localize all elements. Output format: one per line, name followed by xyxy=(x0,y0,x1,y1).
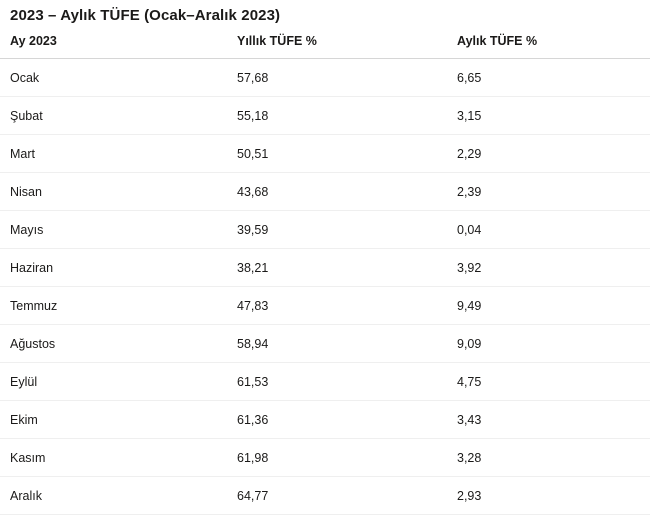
monthly-tufe-cell: 3,92 xyxy=(447,248,650,287)
table-row: Eylül 61,53 4,75 xyxy=(0,362,650,401)
monthly-tufe-cell: 0,04 xyxy=(447,210,650,249)
month-cell: Mayıs xyxy=(0,210,227,249)
yearly-tufe-cell: 39,59 xyxy=(227,210,447,249)
yearly-tufe-cell: 55,18 xyxy=(227,96,447,135)
table-row: Mayıs 39,59 0,04 xyxy=(0,210,650,249)
month-cell: Temmuz xyxy=(0,286,227,325)
table-row: Şubat 55,18 3,15 xyxy=(0,96,650,135)
table-row: Haziran 38,21 3,92 xyxy=(0,248,650,287)
yearly-tufe-cell: 61,36 xyxy=(227,400,447,439)
column-header-monthly-tufe: Aylık TÜFE % xyxy=(447,25,650,59)
monthly-tufe-cell: 6,65 xyxy=(447,58,650,97)
tufe-table: Ay 2023 Yıllık TÜFE % Aylık TÜFE % Ocak … xyxy=(0,25,650,515)
table-row: Ocak 57,68 6,65 xyxy=(0,58,650,97)
table-row: Nisan 43,68 2,39 xyxy=(0,172,650,211)
column-header-month: Ay 2023 xyxy=(0,25,227,59)
monthly-tufe-cell: 3,43 xyxy=(447,400,650,439)
monthly-tufe-cell: 9,09 xyxy=(447,324,650,363)
table-row: Aralık 64,77 2,93 xyxy=(0,476,650,515)
month-cell: Şubat xyxy=(0,96,227,135)
column-header-yearly-tufe: Yıllık TÜFE % xyxy=(227,25,447,59)
yearly-tufe-cell: 61,98 xyxy=(227,438,447,477)
month-cell: Ağustos xyxy=(0,324,227,363)
month-cell: Nisan xyxy=(0,172,227,211)
tufe-report-page: 2023 – Aylık TÜFE (Ocak–Aralık 2023) Ay … xyxy=(0,7,650,515)
monthly-tufe-cell: 3,28 xyxy=(447,438,650,477)
table-header-row: Ay 2023 Yıllık TÜFE % Aylık TÜFE % xyxy=(0,25,650,59)
month-cell: Mart xyxy=(0,134,227,173)
monthly-tufe-cell: 2,29 xyxy=(447,134,650,173)
table-row: Ağustos 58,94 9,09 xyxy=(0,324,650,363)
yearly-tufe-cell: 38,21 xyxy=(227,248,447,287)
monthly-tufe-cell: 9,49 xyxy=(447,286,650,325)
month-cell: Haziran xyxy=(0,248,227,287)
table-row: Ekim 61,36 3,43 xyxy=(0,400,650,439)
page-title: 2023 – Aylık TÜFE (Ocak–Aralık 2023) xyxy=(10,7,281,24)
yearly-tufe-cell: 57,68 xyxy=(227,58,447,97)
monthly-tufe-cell: 2,93 xyxy=(447,476,650,515)
monthly-tufe-cell: 4,75 xyxy=(447,362,650,401)
yearly-tufe-cell: 47,83 xyxy=(227,286,447,325)
table-row: Kasım 61,98 3,28 xyxy=(0,438,650,477)
yearly-tufe-cell: 43,68 xyxy=(227,172,447,211)
yearly-tufe-cell: 58,94 xyxy=(227,324,447,363)
month-cell: Eylül xyxy=(0,362,227,401)
month-cell: Ekim xyxy=(0,400,227,439)
yearly-tufe-cell: 50,51 xyxy=(227,134,447,173)
monthly-tufe-cell: 3,15 xyxy=(447,96,650,135)
month-cell: Kasım xyxy=(0,438,227,477)
month-cell: Ocak xyxy=(0,58,227,97)
month-cell: Aralık xyxy=(0,476,227,515)
yearly-tufe-cell: 61,53 xyxy=(227,362,447,401)
monthly-tufe-cell: 2,39 xyxy=(447,172,650,211)
yearly-tufe-cell: 64,77 xyxy=(227,476,447,515)
table-row: Temmuz 47,83 9,49 xyxy=(0,286,650,325)
table-row: Mart 50,51 2,29 xyxy=(0,134,650,173)
